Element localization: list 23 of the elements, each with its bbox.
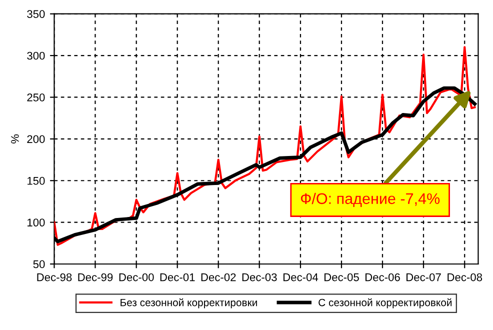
legend-label: Без сезонной корректировки [120,298,257,308]
x-tick-label: Dec-03 [242,273,277,282]
y-tick-label: 100 [28,218,45,226]
x-tick-label: Dec-08 [448,273,482,282]
y-tick-label: 300 [27,52,45,60]
x-tick-label: Dec-99 [78,273,113,282]
x-tick-label: Dec-04 [283,273,318,282]
y-tick-label: 350 [27,10,45,18]
legend-label: С сезонной корректировкой [318,298,452,308]
x-tick-label: Dec-98 [37,273,72,282]
x-tick-label: Dec-06 [366,273,400,282]
y-axis-title: % [11,134,19,144]
x-tick-label: Dec-02 [201,273,236,282]
y-tick-label: 50 [33,260,45,268]
y-tick-label: 200 [27,135,45,144]
x-tick-label: Dec-01 [160,273,195,282]
line-series [54,46,476,246]
x-tick-label: Dec-05 [324,273,359,282]
x-tick-label: Dec-07 [406,273,441,282]
x-tick-label: Dec-00 [119,273,154,282]
y-tick-label: 150 [28,176,45,185]
y-tick-label: 250 [27,94,45,102]
annotation: Ф/О: падение -7,4% [300,192,440,207]
